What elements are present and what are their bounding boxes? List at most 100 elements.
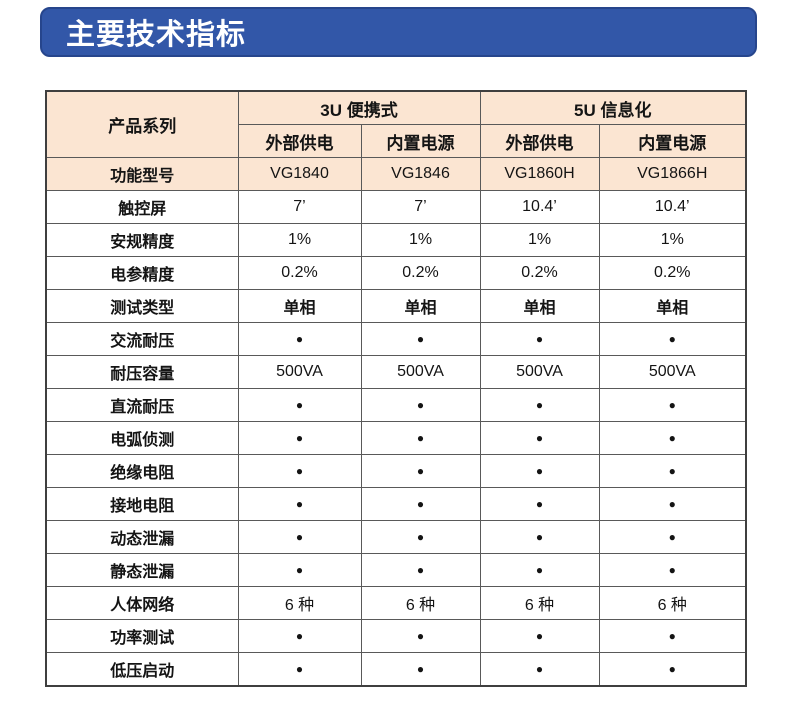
table-row: 触控屏 7’ 7’ 10.4’ 10.4’ <box>45 190 747 224</box>
row-label: 安规精度 <box>45 223 239 257</box>
value-cell: VG1840 <box>237 157 362 191</box>
value-cell: 1% <box>479 223 600 257</box>
bullet-dot: ● <box>598 553 747 587</box>
bullet-dot: ● <box>237 652 362 687</box>
bullet-dot: ● <box>598 487 747 521</box>
row-label: 接地电阻 <box>45 487 239 521</box>
bullet-dot: ● <box>237 322 362 356</box>
value-cell: 0.2% <box>237 256 362 290</box>
bullet-dot: ● <box>598 652 747 687</box>
bullet-dot: ● <box>237 487 362 521</box>
table-row: 安规精度 1% 1% 1% 1% <box>45 223 747 257</box>
table-row: 接地电阻 ● ● ● ● <box>45 487 747 521</box>
value-cell: 单相 <box>360 289 481 323</box>
bullet-dot: ● <box>237 520 362 554</box>
bullet-dot: ● <box>479 322 600 356</box>
value-cell: 1% <box>360 223 481 257</box>
header-row-power-types: 外部供电 内置电源 外部供电 内置电源 <box>46 124 747 158</box>
bullet-dot: ● <box>237 553 362 587</box>
row-label: 低压启动 <box>45 652 239 687</box>
row-label: 直流耐压 <box>45 388 239 422</box>
bullet-dot: ● <box>598 454 747 488</box>
table-row: 动态泄漏 ● ● ● ● <box>45 520 747 554</box>
table-row: 交流耐压 ● ● ● ● <box>45 322 747 356</box>
value-cell: 7’ <box>237 190 362 224</box>
bullet-dot: ● <box>598 322 747 356</box>
bullet-dot: ● <box>598 619 747 653</box>
bullet-dot: ● <box>360 388 481 422</box>
table-row: 电弧侦测 ● ● ● ● <box>45 421 747 455</box>
value-cell: 10.4’ <box>479 190 600 224</box>
value-cell: 6 种 <box>360 586 481 620</box>
row-label: 触控屏 <box>45 190 239 224</box>
table-row: 直流耐压 ● ● ● ● <box>45 388 747 422</box>
value-cell: VG1846 <box>360 157 481 191</box>
value-cell: 1% <box>237 223 362 257</box>
bullet-dot: ● <box>360 454 481 488</box>
bullet-dot: ● <box>479 652 600 687</box>
bullet-dot: ● <box>360 553 481 587</box>
bullet-dot: ● <box>479 619 600 653</box>
column-header-external-power: 外部供电 <box>479 124 600 158</box>
bullet-dot: ● <box>479 454 600 488</box>
bullet-dot: ● <box>598 421 747 455</box>
value-cell: 6 种 <box>479 586 600 620</box>
bullet-dot: ● <box>360 322 481 356</box>
row-label: 功率测试 <box>45 619 239 653</box>
bullet-dot: ● <box>479 487 600 521</box>
value-cell: 6 种 <box>237 586 362 620</box>
bullet-dot: ● <box>237 619 362 653</box>
row-label: 电弧侦测 <box>45 421 239 455</box>
value-cell: 0.2% <box>360 256 481 290</box>
group-header-5u-informatization: 5U 信息化 <box>479 90 747 125</box>
value-cell: 7’ <box>360 190 481 224</box>
bullet-dot: ● <box>479 421 600 455</box>
value-cell: 500VA <box>360 355 481 389</box>
table-row: 功能型号 VG1840 VG1846 VG1860H VG1866H <box>45 157 747 191</box>
value-cell: VG1866H <box>598 157 747 191</box>
section-title-banner: 主要技术指标 <box>40 7 757 57</box>
table-row: 测试类型 单相 单相 单相 单相 <box>45 289 747 323</box>
row-label: 电参精度 <box>45 256 239 290</box>
row-label: 交流耐压 <box>45 322 239 356</box>
bullet-dot: ● <box>237 454 362 488</box>
column-header-internal-power: 内置电源 <box>598 124 747 158</box>
section-title: 主要技术指标 <box>66 19 247 51</box>
bullet-dot: ● <box>479 388 600 422</box>
table-row: 功率测试 ● ● ● ● <box>45 619 747 653</box>
bullet-dot: ● <box>237 388 362 422</box>
table-row: 静态泄漏 ● ● ● ● <box>45 553 747 587</box>
bullet-dot: ● <box>598 388 747 422</box>
table-row: 电参精度 0.2% 0.2% 0.2% 0.2% <box>45 256 747 290</box>
value-cell: 500VA <box>479 355 600 389</box>
row-label: 测试类型 <box>45 289 239 323</box>
bullet-dot: ● <box>360 421 481 455</box>
row-label: 功能型号 <box>45 157 239 191</box>
bullet-dot: ● <box>479 553 600 587</box>
value-cell: 500VA <box>598 355 747 389</box>
table-row: 绝缘电阻 ● ● ● ● <box>45 454 747 488</box>
column-header-external-power: 外部供电 <box>237 124 362 158</box>
value-cell: 单相 <box>237 289 362 323</box>
header-row-groups: 产品系列 3U 便携式 5U 信息化 <box>45 90 747 158</box>
row-label: 动态泄漏 <box>45 520 239 554</box>
bullet-dot: ● <box>360 619 481 653</box>
row-label: 人体网络 <box>45 586 239 620</box>
value-cell: 0.2% <box>479 256 600 290</box>
bullet-dot: ● <box>360 520 481 554</box>
bullet-dot: ● <box>360 487 481 521</box>
bullet-dot: ● <box>237 421 362 455</box>
table-row: 低压启动 ● ● ● ● <box>45 652 747 687</box>
row-label: 绝缘电阻 <box>45 454 239 488</box>
value-cell: 500VA <box>237 355 362 389</box>
column-header-internal-power: 内置电源 <box>360 124 481 158</box>
value-cell: 10.4’ <box>598 190 747 224</box>
bullet-dot: ● <box>360 652 481 687</box>
spec-table: 产品系列 3U 便携式 5U 信息化 外部供电 内置电源 外部供电 内置电源 功… <box>45 90 747 687</box>
bullet-dot: ● <box>598 520 747 554</box>
value-cell: 单相 <box>598 289 747 323</box>
value-cell: 1% <box>598 223 747 257</box>
value-cell: VG1860H <box>479 157 600 191</box>
